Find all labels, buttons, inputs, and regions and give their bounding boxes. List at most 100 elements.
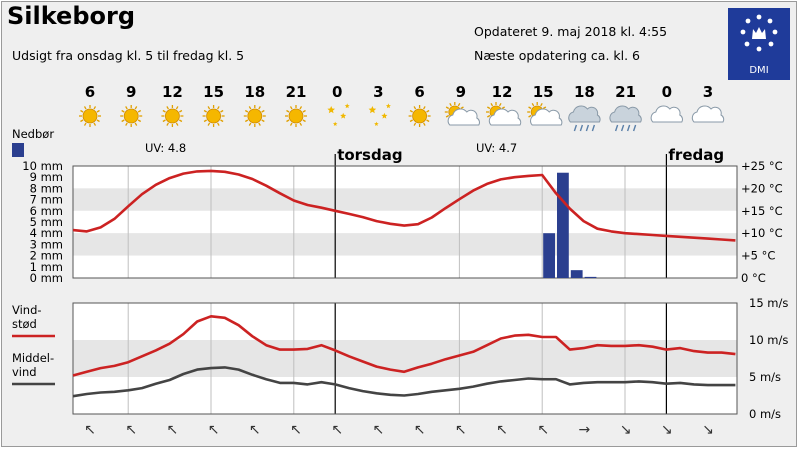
raindrop-icon [614, 124, 619, 132]
updated-text: Opdateret 9. maj 2018 kl. 4:55 [474, 24, 668, 39]
raindrop-icon [579, 124, 584, 132]
wind-arrow-icon: → [579, 422, 591, 438]
raindrop-icon [573, 124, 578, 132]
dmi-logo: DMI [728, 8, 790, 80]
precip-bar [557, 172, 569, 278]
wind-arrow-icon: ↖ [373, 422, 385, 438]
raindrop-icon [626, 124, 631, 132]
axis-labels: torsdag fredag 10 mm9 mm8 mm7 mm6 mm5 mm4 … [22, 141, 788, 421]
wind-arrow-icon: ↖ [208, 422, 220, 438]
temp-band-0 [73, 166, 737, 189]
wind-arrow-icon: ↘ [702, 422, 714, 438]
day-label: fredag [668, 146, 724, 164]
y-left-tick: 4 mm [30, 226, 63, 240]
wind-band-0 [73, 303, 737, 340]
partly-cloudy-icon [447, 108, 480, 126]
weather-icons [79, 102, 725, 132]
sun-icon [120, 105, 143, 127]
y-left-tick: 5 mm [30, 215, 63, 229]
y-right-tick: +10 °C [741, 226, 783, 240]
vertical-gridlines [127, 166, 626, 414]
wind-arrow-icon: ↖ [414, 422, 426, 438]
hour-label: 0 [332, 83, 342, 101]
rain-cloud-icon [609, 105, 642, 123]
star-icon [332, 121, 338, 126]
wind-tick: 0 m/s [749, 407, 781, 421]
wind-arrow-icon: ↘ [620, 422, 632, 438]
hour-label: 0 [662, 83, 672, 101]
y-left-tick: 10 mm [22, 159, 63, 173]
cloud-icon [650, 105, 683, 123]
mean-wind-legend-label: vind [12, 365, 37, 379]
hour-label: 12 [162, 83, 183, 101]
precip-bar [570, 270, 583, 278]
gust-legend-label: stød [12, 317, 37, 331]
raindrop-icon [585, 124, 590, 132]
next-update-text: Næste opdatering ca. kl. 6 [474, 48, 641, 63]
hour-label: 3 [703, 83, 713, 101]
star-icon [381, 112, 388, 119]
partly-cloudy-icon [488, 108, 522, 126]
y-left-tick: 0 mm [30, 271, 63, 285]
temp-band-1 [73, 188, 737, 211]
y-left-tick: 3 mm [30, 237, 63, 251]
star-icon [368, 106, 377, 114]
wind-arrow-icon: ↖ [167, 422, 179, 438]
y-left-tick: 2 mm [30, 249, 63, 263]
crown-stars-icon [740, 14, 778, 52]
gust-line [72, 314, 736, 377]
wind-arrow-icon: ↖ [249, 422, 261, 438]
precip-legend-label: Nedbør [12, 127, 54, 141]
hour-labels: 6 9 12 15 18 21 0 3 6 9 12 15 18 21 0 3 [85, 83, 713, 101]
hour-label: 18 [244, 83, 265, 101]
wind-panel-bands [73, 303, 737, 414]
hour-label: 21 [286, 83, 307, 101]
sun-icon [202, 105, 225, 127]
y-right-tick: +15 °C [741, 204, 783, 218]
day-divider-lines [334, 154, 668, 414]
raindrop-icon [620, 124, 625, 132]
y-right-tick: +20 °C [741, 181, 783, 195]
temperature-panel-bands [73, 166, 737, 278]
wind-direction-arrows: ↖ ↖ ↖ ↖ ↖ ↖ ↖ ↖ ↖ ↖ ↖ ↖ → ↘ ↘ ↘ [84, 422, 714, 438]
raindrop-icon [591, 124, 596, 132]
rain-cloud-icon [568, 105, 601, 123]
wind-tick: 5 m/s [749, 370, 781, 384]
logo-text: DMI [749, 65, 769, 76]
hour-label: 15 [203, 83, 224, 101]
precipitation-bars [543, 172, 597, 278]
wind-arrow-icon: ↖ [537, 422, 549, 438]
y-left-tick: 6 mm [30, 204, 63, 218]
forecast-range-text: Udsigt fra onsdag kl. 5 til fredag kl. 5 [12, 48, 245, 63]
temperature-panel-border [72, 165, 738, 279]
wind-arrow-icon: ↖ [125, 422, 137, 438]
mean-wind-legend-label: Middel- [12, 351, 54, 365]
star-icon [327, 106, 335, 114]
raindrop-icon [632, 124, 637, 132]
location-title: Silkeborg [7, 2, 136, 30]
y-right-tick: +5 °C [741, 249, 775, 263]
star-icon [344, 103, 350, 109]
wind-panel-border [72, 302, 738, 415]
wind-arrow-icon: ↖ [455, 422, 467, 438]
sun-icon [408, 105, 431, 127]
star-icon [340, 112, 347, 119]
hour-label: 12 [492, 83, 513, 101]
partly-cloudy-icon [530, 108, 563, 126]
y-left-tick: 9 mm [30, 170, 63, 184]
star-icon [374, 121, 379, 126]
mean-wind-line [72, 366, 736, 398]
y-left-tick: 7 mm [30, 193, 63, 207]
hour-label: 18 [574, 83, 595, 101]
cloud-icon [691, 105, 725, 123]
wind-arrow-icon: ↖ [331, 422, 343, 438]
hour-label: 6 [85, 83, 95, 101]
wind-arrow-icon: ↖ [496, 422, 508, 438]
y-left-tick: 1 mm [30, 260, 63, 274]
y-right-tick: +25 °C [741, 159, 783, 173]
wind-tick: 10 m/s [749, 333, 788, 347]
precip-bar [584, 276, 597, 278]
y-left-tick: 8 mm [30, 181, 63, 195]
sun-icon [285, 105, 307, 127]
